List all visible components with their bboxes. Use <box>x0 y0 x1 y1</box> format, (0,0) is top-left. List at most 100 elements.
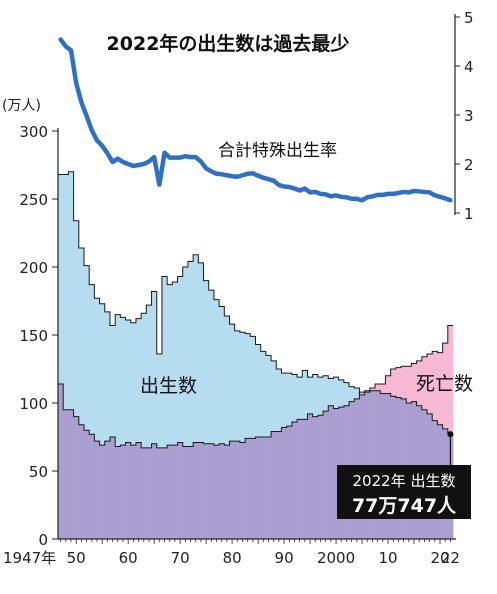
overlap-bar-1982 <box>239 442 246 539</box>
overlap-bar-1980 <box>229 441 236 539</box>
births-bar-1983 <box>245 333 251 539</box>
x-tick-label: 2000 <box>317 549 355 567</box>
overlap-bar-1959 <box>120 445 126 539</box>
overlap-bar-2000 <box>333 408 340 539</box>
birth-rate-label: 合計特殊出生率 <box>218 141 337 161</box>
right-tick-label: 3 <box>464 107 474 125</box>
right-tick-label: 5 <box>464 9 474 27</box>
left-tick-label: 300 <box>19 123 48 141</box>
births-bar-1980 <box>229 324 236 539</box>
x-tick-label: 80 <box>223 549 242 567</box>
overlap-bar-1954 <box>94 441 100 539</box>
overlap-bar-1979 <box>224 445 230 539</box>
overlap-bar-1997 <box>317 415 324 539</box>
births-bar-1967 <box>161 276 168 539</box>
x-tick-label: 90 <box>275 549 294 567</box>
births-bar-1953 <box>89 284 95 539</box>
x-tick-label: 70 <box>171 549 190 567</box>
callout-point <box>447 431 454 438</box>
overlap-bar-1965 <box>151 443 158 539</box>
overlap-bar-1986 <box>260 437 267 539</box>
overlap-bar-1987 <box>265 437 272 539</box>
overlap-bar-2007 <box>369 390 376 539</box>
births-bar-1971 <box>182 267 189 539</box>
right-tick-label: 1 <box>464 205 474 223</box>
births-bar-1969 <box>172 281 178 539</box>
overlap-bar-1981 <box>234 441 241 539</box>
axes: 0 50 100 150 200 250 300 1 2 3 4 5 1947年 50 60 70 80 90 20… <box>3 9 474 567</box>
overlap-bar-1960 <box>125 442 132 539</box>
births-bar-1976 <box>208 290 215 539</box>
births-bar-1968 <box>167 284 173 539</box>
births-bar-1955 <box>99 303 106 539</box>
chart-title: 2022年の出生数は過去最少 <box>107 32 350 55</box>
overlap-bar-1968 <box>167 445 173 539</box>
left-tick-label: 150 <box>19 327 48 345</box>
births-bar-1947 <box>58 174 64 539</box>
overlap-bar-1949 <box>68 409 74 539</box>
left-tick-label: 100 <box>19 395 48 413</box>
overlap-bar-1967 <box>161 447 168 539</box>
overlap-bar-1952 <box>83 430 90 539</box>
births-bar-1952 <box>83 265 90 539</box>
overlap-bar-1957 <box>109 437 116 539</box>
overlap-bar-1989 <box>276 431 282 539</box>
births-bar-1974 <box>198 262 204 539</box>
births-bar-1956 <box>104 311 111 539</box>
births-bar-1959 <box>120 317 126 539</box>
births-bar-1954 <box>94 298 100 539</box>
overlap-bar-1988 <box>271 431 277 539</box>
x-tick-label: 20 <box>430 549 449 567</box>
x-tick-label: 1947年 <box>3 549 56 567</box>
overlap-bar-1947 <box>58 383 64 539</box>
overlap-bar-1969 <box>172 445 178 539</box>
births-bar-1958 <box>115 314 121 539</box>
births-bar-1950 <box>73 220 80 539</box>
births-bar-1960 <box>125 320 132 539</box>
callout-line-2: 77万747人 <box>352 495 457 517</box>
births-outline <box>58 171 453 435</box>
births-bar-1951 <box>78 247 85 539</box>
overlap-bar-1984 <box>250 438 256 539</box>
overlap-bar-1978 <box>219 443 225 539</box>
birth-rate-series <box>58 37 453 203</box>
births-bar-1978 <box>219 306 225 539</box>
overlap-bar-1955 <box>99 445 106 539</box>
x-tick-label: 60 <box>119 549 138 567</box>
overlap-bar-1990 <box>281 427 288 539</box>
births-bar-1970 <box>177 276 184 539</box>
left-axis-unit: (万人) <box>2 98 41 114</box>
births-bar-1975 <box>203 280 210 539</box>
overlap-bar-1985 <box>255 437 262 539</box>
overlap-bar-1972 <box>187 446 194 539</box>
overlap-bar-1953 <box>89 434 95 539</box>
left-tick-label: 50 <box>29 463 48 481</box>
births-bar-1977 <box>213 299 220 539</box>
callout-line-1: 2022年 出生数 <box>353 472 456 490</box>
callout-box <box>337 465 471 519</box>
overlap-bar-1998 <box>323 411 329 539</box>
births-bar-1979 <box>224 315 230 539</box>
overlap-bar-1977 <box>213 445 220 539</box>
births-label: 出生数 <box>140 375 197 397</box>
births-bar-1984 <box>250 336 256 539</box>
left-tick-label: 200 <box>19 259 48 277</box>
overlap-bar-1974 <box>198 442 204 539</box>
overlap-bar-1951 <box>78 424 85 539</box>
births-bar-1961 <box>130 322 137 539</box>
overlap-bar-1993 <box>297 419 303 539</box>
overlap-bar-1983 <box>245 438 251 539</box>
overlap-bar-1971 <box>182 446 189 539</box>
overlap-bar-1963 <box>141 447 147 539</box>
overlap-bar-1962 <box>135 442 142 539</box>
overlap-bar-1994 <box>302 419 308 539</box>
x-tick-label: 50 <box>67 549 86 567</box>
births-bar-1963 <box>141 313 147 539</box>
deaths-outline <box>58 324 453 449</box>
callout-2022: 2022年 出生数 77万747人 <box>337 431 471 519</box>
overlap-bar-1961 <box>130 445 137 539</box>
overlap-bar-1958 <box>115 446 121 539</box>
overlap-bar-1950 <box>73 416 80 539</box>
birth-rate-line <box>58 37 453 203</box>
